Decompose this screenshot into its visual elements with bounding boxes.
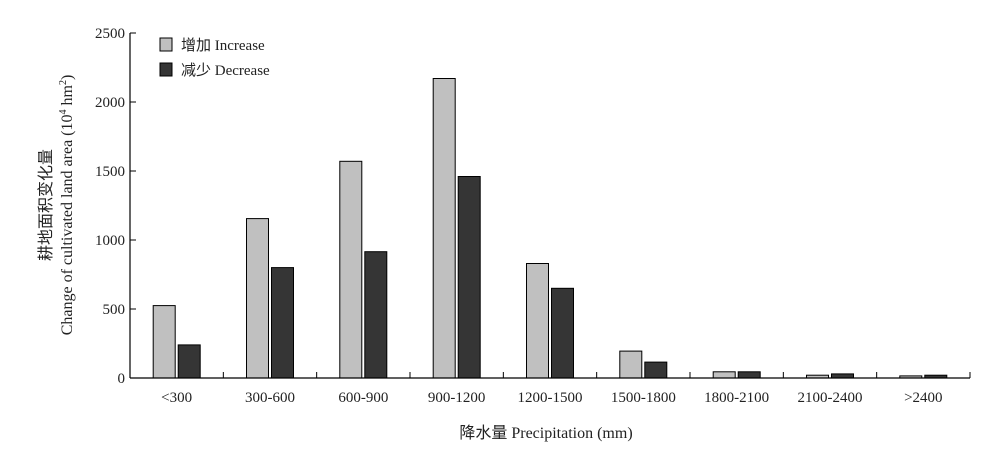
x-axis-title: 降水量 Precipitation (mm)	[459, 424, 632, 442]
bar-decrease-5	[644, 361, 668, 379]
y-tick-label: 2000	[95, 95, 125, 111]
bar-decrease-1	[271, 267, 294, 379]
bar-increase-6	[712, 371, 736, 379]
x-tick-label: 2100-2400	[798, 390, 863, 406]
legend: 增加 Increase 减少 Decrease	[159, 37, 270, 79]
legend-label-increase: 增加 Increase	[181, 37, 265, 54]
x-tick-label: 1800-2100	[704, 390, 769, 406]
y-axis-title-english: Change of cultivated land area (104 hm2)	[58, 75, 76, 336]
y-tick-label: 1500	[95, 164, 125, 180]
y-axis-title-part1: Change of cultivated land area (10	[59, 114, 76, 335]
y-tick-label: 0	[118, 371, 126, 387]
bar-increase-3	[432, 78, 456, 379]
bar-decrease-0	[177, 344, 201, 379]
legend-swatch-decrease	[159, 62, 173, 77]
bar-increase-5	[619, 350, 643, 379]
bar-decrease-6	[737, 371, 761, 379]
x-tick-label: <300	[161, 390, 192, 406]
bars-group	[152, 78, 948, 379]
y-axis-title-line1-group: 耕地面积变化量	[37, 149, 55, 261]
y-axis: 0 500 1000 1500 2000 2500	[95, 26, 136, 387]
x-tick-label: 300-600	[245, 390, 295, 406]
bar-decrease-3	[457, 176, 481, 379]
y-tick-label: 2500	[95, 26, 125, 42]
bar-increase-1	[246, 218, 269, 379]
y-tick-label: 1000	[95, 233, 125, 249]
bar-increase-0	[152, 305, 176, 379]
legend-swatch-increase	[159, 37, 173, 52]
y-tick-label: 500	[103, 302, 126, 318]
x-tick-label: 1200-1500	[518, 390, 583, 406]
legend-label-decrease: 减少 Decrease	[181, 62, 270, 79]
bar-increase-2	[339, 160, 363, 379]
x-tick-label: >2400	[904, 390, 942, 406]
x-tick-label: 1500-1800	[611, 390, 676, 406]
y-axis-title-part2: hm	[59, 84, 76, 109]
bar-decrease-7	[831, 373, 854, 379]
y-axis-title-sup2: 2	[58, 80, 69, 85]
x-tick-label: 600-900	[338, 390, 388, 406]
x-tick-label: 900-1200	[428, 390, 486, 406]
bar-increase-4	[526, 263, 549, 379]
bar-decrease-4	[551, 287, 574, 379]
x-axis: <300 300-600 600-900 900-1200 1200-1500 1500-…	[130, 372, 971, 406]
y-axis-title-part3: )	[59, 75, 76, 80]
bar-decrease-2	[364, 251, 388, 379]
y-axis-title-chinese: 耕地面积变化量	[37, 149, 55, 261]
y-axis-title-sup1: 4	[58, 109, 69, 114]
y-axis-title-line2-group: Change of cultivated land area (104 hm2)	[58, 75, 76, 336]
